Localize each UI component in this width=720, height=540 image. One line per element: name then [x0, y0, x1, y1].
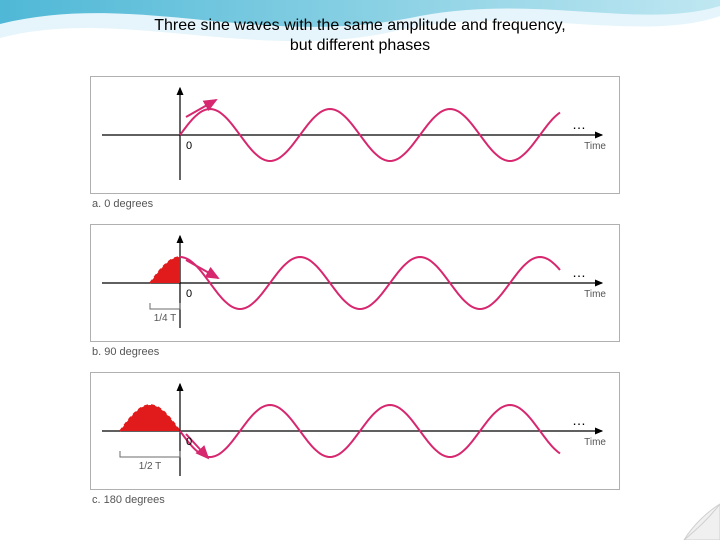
- phase-bracket-label: 1/2 T: [139, 461, 162, 472]
- origin-label: 0: [186, 288, 192, 300]
- title-line-1: Three sine waves with the same amplitude…: [154, 17, 565, 34]
- page-curl-icon: [672, 492, 720, 540]
- origin-label: 0: [186, 436, 192, 448]
- title-line-2: but different phases: [290, 37, 430, 54]
- panel-caption-c: c. 180 degrees: [92, 494, 630, 506]
- wave-panel-b: 1/4 T 0 … Time: [90, 224, 620, 342]
- time-axis-label: Time: [584, 141, 606, 152]
- panel-caption-b: b. 90 degrees: [92, 346, 630, 358]
- time-axis-label: Time: [584, 289, 606, 300]
- panels-container: 0 … Time a. 0 degrees 1/4 T 0: [90, 76, 630, 520]
- ellipsis: …: [572, 264, 586, 280]
- ellipsis: …: [572, 116, 586, 132]
- time-axis-label: Time: [584, 437, 606, 448]
- ellipsis: …: [572, 412, 586, 428]
- phase-bracket-label: 1/4 T: [154, 313, 177, 324]
- wave-panel-c: 1/2 T 0 … Time: [90, 372, 620, 490]
- slide-title: Three sine waves with the same amplitude…: [0, 16, 720, 56]
- panel-a: 0 … Time a. 0 degrees: [90, 76, 630, 210]
- panel-c: 1/2 T 0 … Time c. 180 degrees: [90, 372, 630, 506]
- origin-label: 0: [186, 140, 192, 152]
- panel-b: 1/4 T 0 … Time b. 90 degrees: [90, 224, 630, 358]
- wave-panel-a: 0 … Time: [90, 76, 620, 194]
- panel-caption-a: a. 0 degrees: [92, 198, 630, 210]
